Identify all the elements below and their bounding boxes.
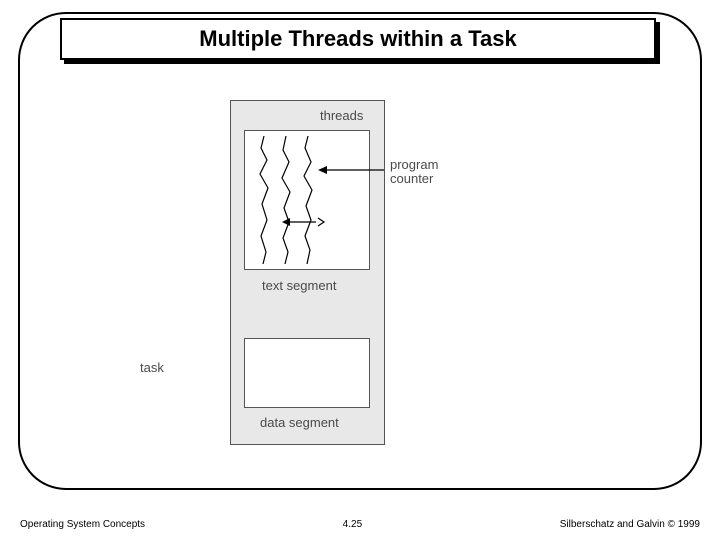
footer-left: Operating System Concepts: [20, 519, 145, 530]
slide-footer: Operating System Concepts 4.25 Silbersch…: [20, 519, 700, 530]
task-label: task: [140, 360, 164, 375]
threads-svg: [244, 130, 444, 270]
pc-label-line2: counter: [390, 171, 433, 186]
data-segment-label: data segment: [260, 415, 339, 430]
text-segment-label: text segment: [262, 278, 336, 293]
title-box: Multiple Threads within a Task: [60, 18, 656, 60]
threads-label: threads: [320, 108, 363, 123]
pc-label-line1: program: [390, 157, 438, 172]
data-segment-box: [244, 338, 370, 408]
footer-right: Silberschatz and Galvin © 1999: [560, 519, 700, 530]
footer-center: 4.25: [343, 519, 362, 530]
program-counter-label: program counter: [390, 158, 438, 187]
thread-diagram: threads program counter text segment dat…: [230, 100, 490, 460]
slide-title: Multiple Threads within a Task: [199, 26, 516, 52]
